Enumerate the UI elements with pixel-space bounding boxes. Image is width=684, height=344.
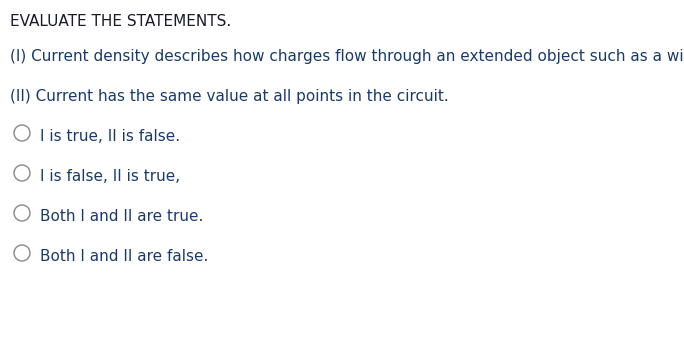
Text: I is true, II is false.: I is true, II is false. [40,129,180,144]
Text: (II) Current has the same value at all points in the circuit.: (II) Current has the same value at all p… [10,89,449,104]
Text: Both I and II are false.: Both I and II are false. [40,249,209,264]
Text: EVALUATE THE STATEMENTS.: EVALUATE THE STATEMENTS. [10,14,231,29]
Text: I is false, II is true,: I is false, II is true, [40,169,180,184]
Text: (I) Current density describes how charges flow through an extended object such a: (I) Current density describes how charge… [10,49,684,64]
Text: Both I and II are true.: Both I and II are true. [40,209,203,224]
